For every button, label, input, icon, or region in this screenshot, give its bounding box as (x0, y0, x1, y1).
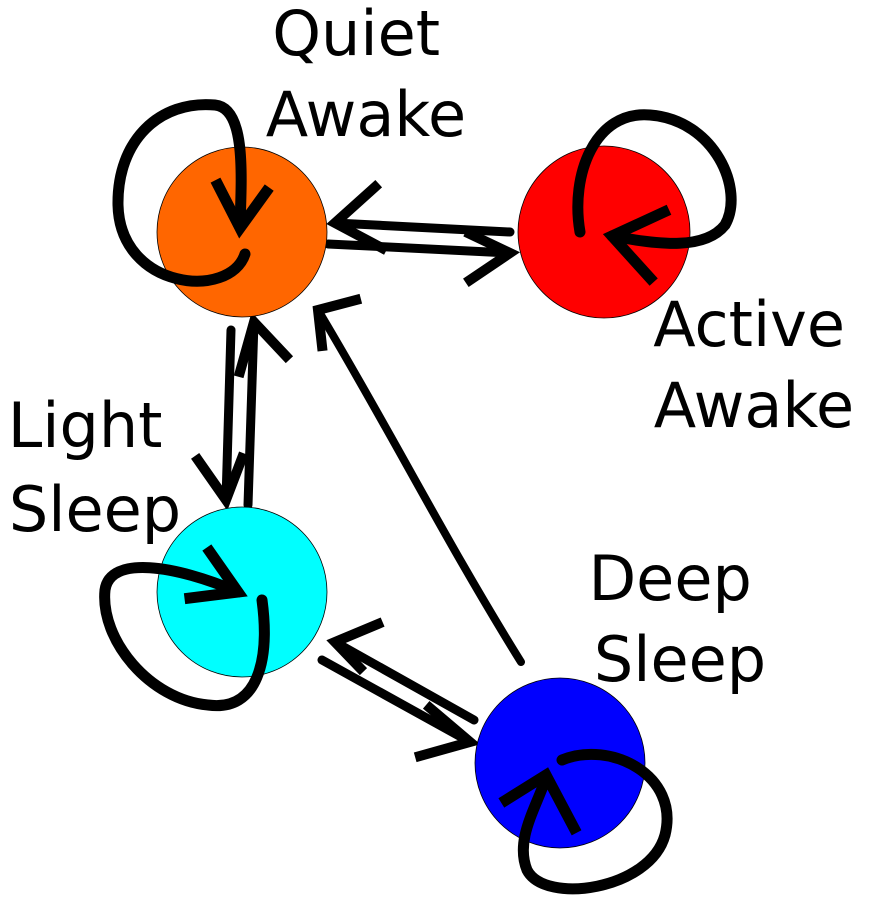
self-loop-quiet-awake (112, 99, 274, 287)
self-loop-active-awake (572, 109, 737, 286)
state-label-line: Light (8, 389, 163, 462)
state-label: Light Sleep (8, 389, 182, 546)
state-quiet-awake: Quiet Awake (156, 0, 466, 318)
state-label-line: Quiet (272, 0, 440, 70)
state-label-line: Sleep (594, 623, 766, 696)
self-loop-deep-sleep (498, 748, 673, 895)
state-label-line: Sleep (9, 473, 181, 546)
transition-deep-to-quiet-arrow (312, 293, 525, 666)
transition-active-to-quiet-arrow (326, 179, 515, 255)
state-label: Quiet Awake (266, 0, 466, 151)
transition-quiet-to-active-arrow (323, 227, 521, 287)
transition-light-to-quiet-arrow (233, 312, 294, 510)
transition-deep-to-light-arrow (326, 617, 479, 725)
self-loop-light-sleep (99, 544, 270, 712)
transition-light-to-deep-arrow (317, 655, 481, 763)
state-active-awake: Active Awake (517, 145, 865, 442)
state-deep-sleep: Deep Sleep (474, 542, 771, 849)
state-label-line: Deep (588, 542, 751, 615)
state-label-line: Awake (266, 78, 466, 151)
state-label-line: Awake (654, 369, 854, 442)
state-label: Deep Sleep (588, 542, 771, 696)
state-label-line: Active (653, 288, 845, 361)
state-label: Active Awake (653, 288, 865, 442)
state-light-sleep: Light Sleep (8, 389, 328, 678)
transition-quiet-to-light-arrow (191, 325, 249, 511)
